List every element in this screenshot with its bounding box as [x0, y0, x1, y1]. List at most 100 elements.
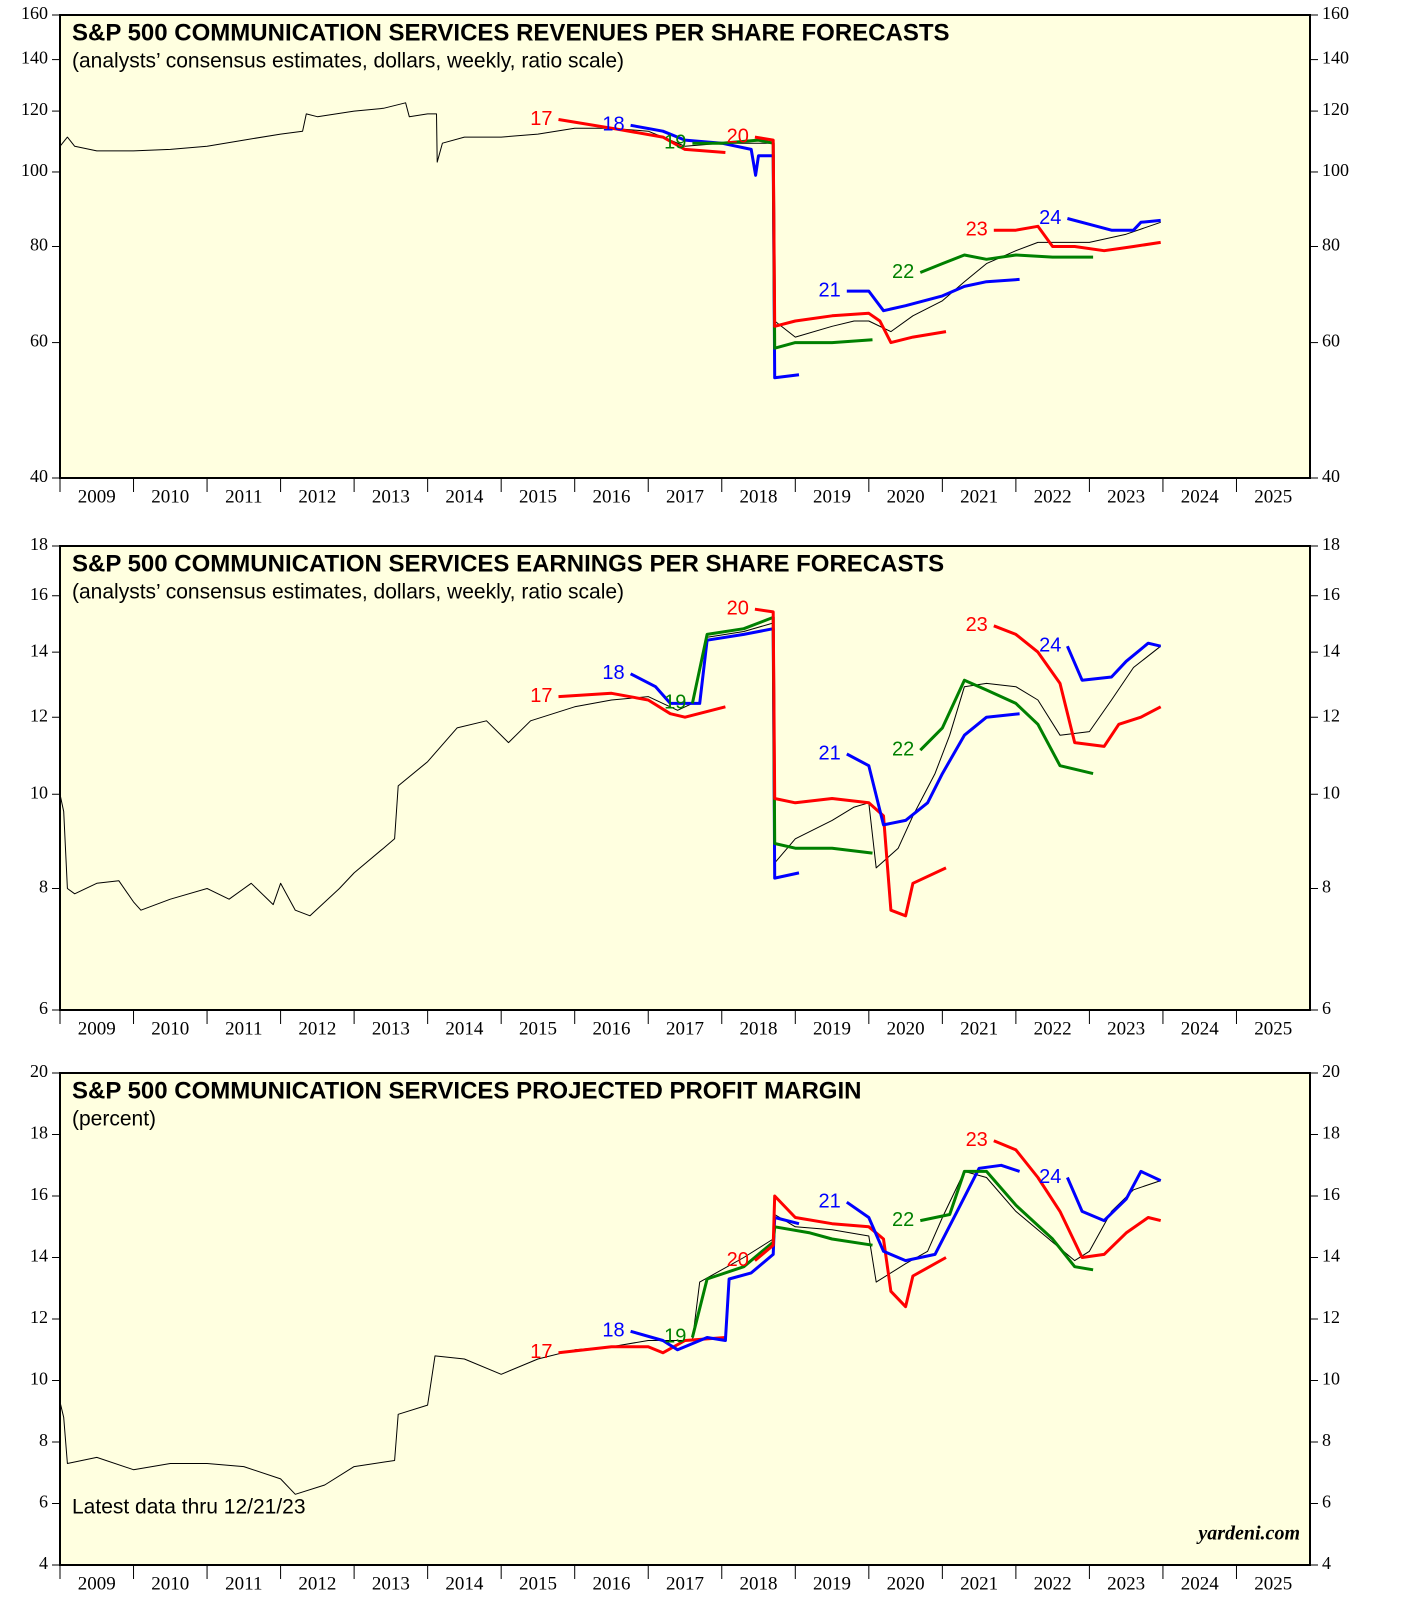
series-line — [846, 712, 1020, 827]
y-tick-label: 100 — [21, 160, 48, 180]
series-line — [993, 624, 1162, 748]
series-line — [919, 1169, 1094, 1272]
y-tick-label: 120 — [21, 99, 48, 119]
y-tick-label: 4 — [39, 1553, 48, 1573]
y-tick-label: 10 — [1322, 1369, 1340, 1389]
y-tick-label: 120 — [1322, 99, 1349, 119]
series-label: 18 — [602, 114, 624, 136]
x-tick-label: 2014 — [445, 1573, 484, 1594]
y-tick-label: 140 — [21, 48, 48, 68]
chart-title: S&P 500 COMMUNICATION SERVICES PROJECTED… — [72, 1077, 861, 1104]
y-tick-label: 8 — [1322, 877, 1331, 897]
x-tick-label: 2014 — [445, 486, 484, 507]
y-tick-label: 8 — [1322, 1430, 1331, 1450]
series-line — [754, 607, 947, 918]
y-tick-label: 20 — [1322, 1061, 1340, 1081]
x-tick-label: 2013 — [372, 1573, 410, 1594]
x-tick-label: 2019 — [813, 1573, 851, 1594]
x-tick-label: 2018 — [740, 1018, 778, 1039]
series-line — [59, 622, 1162, 917]
y-tick-label: 20 — [30, 1061, 48, 1081]
series-label: 22 — [892, 261, 914, 283]
y-tick-label: 60 — [30, 331, 48, 351]
y-tick-label: 10 — [30, 782, 48, 802]
series-label: 18 — [602, 662, 624, 684]
series-label: 22 — [892, 738, 914, 760]
x-tick-label: 2016 — [592, 1018, 630, 1039]
plot-area — [59, 1072, 1311, 1566]
x-tick-label: 2022 — [1034, 1573, 1072, 1594]
y-tick-label: 40 — [1322, 466, 1340, 486]
x-tick-label: 2023 — [1107, 486, 1145, 507]
series-label: 21 — [819, 279, 841, 301]
series-line — [59, 102, 1161, 338]
series-line — [919, 678, 1094, 776]
y-tick-label: 40 — [30, 466, 48, 486]
annotation: Latest data thru 12/21/23 — [72, 1496, 306, 1519]
y-tick-label: 8 — [39, 1430, 48, 1450]
series-label: 24 — [1039, 634, 1061, 656]
y-tick-label: 18 — [1322, 1123, 1340, 1143]
x-tick-label: 2018 — [740, 1573, 778, 1594]
chart-subtitle: (percent) — [72, 1108, 156, 1131]
series-label: 23 — [966, 1129, 988, 1151]
series-label: 24 — [1039, 207, 1061, 229]
y-tick-label: 16 — [1322, 1184, 1340, 1204]
x-tick-label: 2009 — [78, 1573, 116, 1594]
y-tick-label: 10 — [1322, 782, 1340, 802]
x-tick-label: 2013 — [372, 486, 410, 507]
y-tick-label: 6 — [39, 1492, 48, 1512]
series-line — [558, 118, 726, 154]
series-label: 21 — [819, 1190, 841, 1212]
y-tick-label: 12 — [1322, 1307, 1340, 1327]
plot-area — [59, 14, 1311, 479]
x-tick-label: 2009 — [78, 1018, 116, 1039]
x-tick-label: 2025 — [1254, 1018, 1292, 1039]
y-tick-label: 160 — [1322, 3, 1349, 23]
x-tick-label: 2022 — [1034, 1018, 1072, 1039]
y-tick-label: 140 — [1322, 48, 1349, 68]
x-tick-label: 2021 — [960, 1573, 998, 1594]
y-tick-label: 6 — [39, 998, 48, 1018]
x-tick-label: 2020 — [887, 486, 925, 507]
series-label: 20 — [727, 125, 749, 147]
y-tick-label: 12 — [30, 705, 48, 725]
x-tick-label: 2015 — [519, 1573, 557, 1594]
x-tick-label: 2019 — [813, 1018, 851, 1039]
y-tick-label: 6 — [1322, 998, 1331, 1018]
source: yardeni.com — [1196, 1523, 1300, 1545]
x-tick-label: 2017 — [666, 1573, 704, 1594]
x-tick-label: 2023 — [1107, 1573, 1145, 1594]
series-label: 20 — [727, 597, 749, 619]
x-tick-label: 2021 — [960, 1018, 998, 1039]
series-line — [558, 691, 726, 719]
series-line — [919, 253, 1094, 274]
series-line — [845, 1163, 1021, 1263]
y-tick-label: 14 — [30, 640, 48, 660]
x-tick-label: 2020 — [887, 1573, 925, 1594]
series-line — [993, 1139, 1162, 1259]
series-label: 17 — [530, 108, 552, 130]
y-tick-label: 100 — [1322, 160, 1349, 180]
chart-title: S&P 500 COMMUNICATION SERVICES REVENUES … — [72, 19, 950, 46]
x-tick-label: 2024 — [1181, 486, 1220, 507]
y-tick-label: 16 — [30, 584, 48, 604]
x-tick-label: 2012 — [298, 486, 336, 507]
series-line — [59, 1170, 1161, 1495]
x-tick-label: 2017 — [666, 1018, 704, 1039]
y-tick-label: 14 — [1322, 640, 1340, 660]
x-tick-label: 2017 — [666, 486, 704, 507]
x-tick-label: 2022 — [1034, 486, 1072, 507]
series-label: 22 — [892, 1209, 914, 1231]
plot-area — [59, 545, 1311, 1011]
y-tick-label: 10 — [30, 1369, 48, 1389]
series-label: 23 — [966, 218, 988, 240]
y-tick-label: 6 — [1322, 1492, 1331, 1512]
y-tick-label: 8 — [39, 877, 48, 897]
series-line — [558, 1336, 726, 1355]
x-tick-label: 2009 — [78, 486, 116, 507]
series-label: 21 — [819, 742, 841, 764]
x-tick-label: 2012 — [298, 1018, 336, 1039]
